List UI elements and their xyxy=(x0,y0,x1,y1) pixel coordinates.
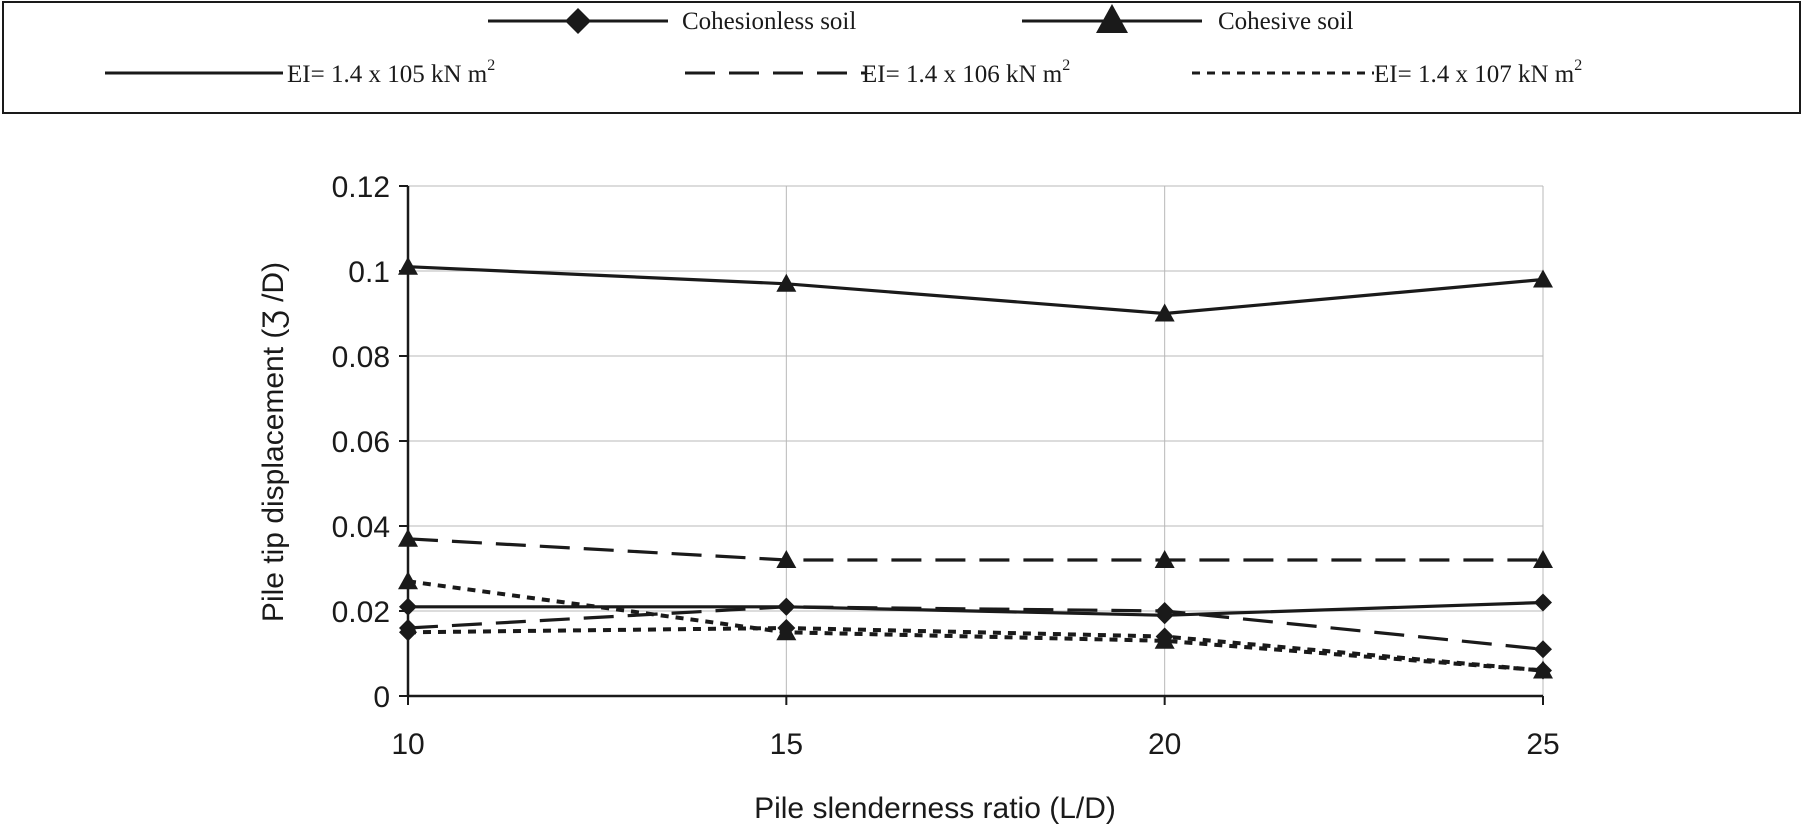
cohesive-point-marker xyxy=(1533,269,1553,288)
series-line-cohesive-dotted xyxy=(407,579,1544,673)
legend-box xyxy=(2,1,1801,114)
cohesionless-point-marker xyxy=(1155,627,1174,646)
legend-cohesionless-label: Cohesionless soil xyxy=(682,8,856,35)
cohesive-point-marker xyxy=(776,273,797,292)
y-tick-label: 0.06 xyxy=(332,426,390,459)
cohesive-point-marker xyxy=(1154,550,1175,568)
x-tick-label: 15 xyxy=(770,728,803,761)
cohesionless-point-marker xyxy=(1534,640,1552,659)
y-tick-label: 0.02 xyxy=(332,596,390,629)
legend-cohesive-label: Cohesive soil xyxy=(1218,8,1353,35)
cohesionless-point-marker xyxy=(399,623,417,642)
cohesionless-point-marker xyxy=(1534,661,1552,680)
y-axis-title: Pile tip displacement (Ʒ /D) xyxy=(257,262,290,622)
cohesionless-point-marker xyxy=(1534,593,1552,612)
cohesive-point-marker xyxy=(1154,303,1175,322)
cohesive-point-marker xyxy=(398,528,418,547)
cohesionless-point-marker xyxy=(1155,602,1174,620)
y-tick-label: 0 xyxy=(373,681,390,714)
x-axis-title: Pile slenderness ratio (L/D) xyxy=(754,792,1116,825)
legend-ei-105-label: EI= 1.4 x 105 kN m2 xyxy=(287,57,495,88)
y-tick-label: 0.1 xyxy=(348,256,390,289)
x-tick-label: 25 xyxy=(1526,728,1559,761)
y-tick-label: 0.12 xyxy=(332,171,390,204)
y-tick-label: 0.08 xyxy=(332,341,390,374)
x-tick-label: 10 xyxy=(391,728,424,761)
cohesionless-point-marker xyxy=(777,619,796,637)
cohesive-point-marker xyxy=(398,256,418,275)
cohesionless-point-marker xyxy=(399,597,417,616)
series-line-cohesionless-dotted xyxy=(407,626,1544,673)
grid xyxy=(408,185,1544,696)
series-line-cohesionless-solid xyxy=(408,600,1544,617)
cohesive-point-marker xyxy=(776,550,797,568)
series-line-cohesive-dashed xyxy=(407,537,1543,562)
legend-ei-107-label: EI= 1.4 x 107 kN m2 xyxy=(1374,57,1582,88)
series-line-cohesive-solid xyxy=(407,265,1544,316)
series-layer xyxy=(398,256,1553,680)
series-line-cohesionless-dashed xyxy=(407,605,1544,651)
cohesive-point-marker xyxy=(1533,550,1553,568)
x-tick-label: 20 xyxy=(1148,728,1181,761)
legend-triangle-icon xyxy=(1096,4,1128,33)
y-tick-label: 0.04 xyxy=(332,511,390,544)
tick-labels: 0 0.02 0.04 0.06 0.08 0.1 0.12 10 15 20 25 xyxy=(332,171,1560,761)
legend-ei-106-label: EI= 1.4 x 106 kN m2 xyxy=(862,57,1070,88)
cohesionless-point-marker xyxy=(777,597,796,616)
cohesive-point-marker xyxy=(398,571,418,590)
legend-diamond-icon xyxy=(565,8,591,34)
axes xyxy=(399,185,1544,705)
